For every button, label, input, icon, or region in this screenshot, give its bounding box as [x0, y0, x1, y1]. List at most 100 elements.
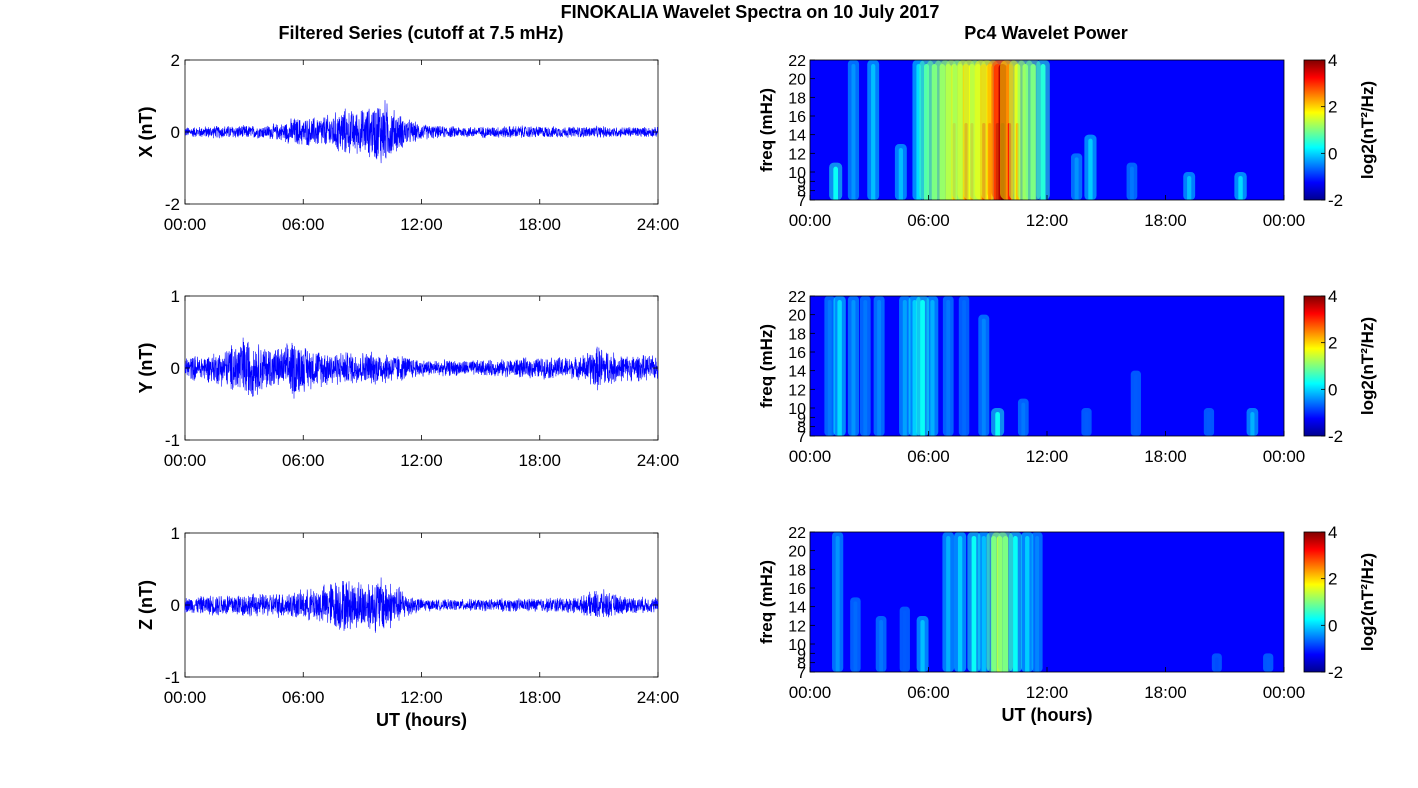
power-streak — [835, 536, 840, 672]
colorbar-tick-label: -2 — [1328, 663, 1343, 682]
colorbar: -2 0 2 4 log2(nT²/Hz) — [1303, 523, 1377, 682]
y-tick-label: 9 — [797, 174, 806, 191]
x-tick-label: 06:00 — [282, 688, 325, 707]
power-streak — [1030, 64, 1036, 200]
power-streak — [962, 300, 966, 436]
power-streak — [827, 300, 832, 436]
x-tick-label: 00:00 — [789, 683, 832, 702]
colorbar-label: log2(nT²/Hz) — [1358, 553, 1377, 651]
power-streak — [1250, 412, 1255, 436]
y-axis-label: freq (mHz) — [757, 88, 776, 172]
colorbar-tick-label: -2 — [1328, 427, 1343, 446]
y-axis-label: X (nT) — [136, 107, 156, 158]
power-streak — [1130, 166, 1134, 200]
x-tick-label: 12:00 — [1026, 683, 1069, 702]
x-tick-label: 12:00 — [400, 451, 443, 470]
series-panel-x: -2 0 2 00:00 06:00 12:00 18:00 24:00 X (nT) — [136, 51, 679, 234]
power-streak — [863, 300, 868, 436]
figure-title: FINOKALIA Wavelet Spectra on 10 July 201… — [561, 2, 940, 22]
y-tick-label: 16 — [788, 109, 806, 126]
x-tick-label: 12:00 — [400, 215, 443, 234]
series-panel-z: -1 0 1 00:00 06:00 12:00 18:00 24:00 Z (nT) UT (h… — [136, 524, 679, 730]
x-tick-label: 18:00 — [518, 451, 561, 470]
x-tick-label: 00:00 — [1263, 211, 1306, 230]
series-trace-x — [184, 100, 659, 164]
power-streak — [1035, 536, 1040, 672]
x-tick-label: 06:00 — [907, 211, 950, 230]
y-tick-label: 7 — [797, 429, 806, 446]
heatmap-streaks — [832, 532, 1274, 672]
power-streak — [851, 64, 856, 200]
heatmap-background — [810, 532, 1284, 672]
power-streak — [920, 300, 925, 436]
power-streak — [902, 610, 907, 672]
y-tick-label: 22 — [788, 525, 806, 542]
x-axis-label: UT (hours) — [1002, 705, 1093, 725]
power-streak — [837, 300, 842, 436]
y-tick-label: -1 — [165, 668, 180, 687]
x-tick-label: 18:00 — [1144, 211, 1187, 230]
power-streak — [1266, 657, 1271, 672]
x-tick-label: 18:00 — [518, 215, 561, 234]
y-tick-label: 12 — [788, 618, 806, 635]
y-tick-label: 16 — [788, 581, 806, 598]
y-tick-label: 7 — [797, 193, 806, 210]
left-column-title: Filtered Series (cutoff at 7.5 mHz) — [278, 23, 563, 43]
y-tick-label: 14 — [788, 364, 806, 381]
x-tick-label: 18:00 — [1144, 447, 1187, 466]
x-tick-label: 12:00 — [1026, 211, 1069, 230]
x-tick-label: 24:00 — [637, 215, 680, 234]
heatmap-streaks — [829, 60, 1247, 200]
power-streak — [1207, 412, 1211, 436]
power-streak — [1187, 176, 1192, 200]
x-tick-label: 06:00 — [282, 451, 325, 470]
y-axis-label: freq (mHz) — [757, 560, 776, 644]
power-streak — [853, 601, 858, 672]
heatmap-streaks — [824, 296, 1259, 436]
x-tick-label: 06:00 — [282, 215, 325, 234]
colorbar-gradient — [1303, 59, 1326, 201]
colorbar-tick-label: 4 — [1328, 51, 1337, 70]
y-axis-label: freq (mHz) — [757, 324, 776, 408]
power-streak — [957, 536, 963, 672]
x-tick-label: 12:00 — [1026, 447, 1069, 466]
colorbar-tick-label: 0 — [1328, 144, 1337, 163]
y-tick-label: 0 — [171, 123, 180, 142]
y-tick-label: 0 — [171, 596, 180, 615]
power-streak — [981, 318, 986, 436]
series-trace-y — [184, 337, 659, 399]
y-tick-label: 10 — [788, 637, 806, 654]
y-tick-label: 10 — [788, 401, 806, 418]
x-tick-label: 06:00 — [907, 447, 950, 466]
power-streak — [1215, 657, 1219, 672]
series-panel-y: -1 0 1 00:00 06:00 12:00 18:00 24:00 Y (nT) — [136, 287, 679, 470]
power-streak — [877, 300, 882, 436]
y-tick-label: 9 — [797, 410, 806, 427]
y-tick-label: 18 — [788, 326, 806, 343]
colorbar-tick-label: 0 — [1328, 616, 1337, 635]
y-tick-label: 8 — [797, 420, 806, 437]
power-streak — [1074, 157, 1079, 200]
power-streak — [902, 300, 907, 436]
power-streak — [995, 412, 1000, 436]
colorbar: -2 0 2 4 log2(nT²/Hz) — [1303, 51, 1377, 210]
x-tick-label: 00:00 — [789, 211, 832, 230]
y-tick-label: 7 — [797, 665, 806, 682]
y-tick-label: 18 — [788, 562, 806, 579]
y-tick-label: 1 — [171, 524, 180, 543]
y-tick-label: -2 — [165, 195, 180, 214]
y-tick-label: 14 — [788, 128, 806, 145]
y-tick-label: 22 — [788, 53, 806, 70]
colorbar: -2 0 2 4 log2(nT²/Hz) — [1303, 287, 1377, 446]
y-tick-label: 20 — [788, 72, 806, 89]
power-streak — [871, 64, 876, 200]
x-tick-label: 18:00 — [1144, 683, 1187, 702]
y-axis-label: Y (nT) — [136, 343, 156, 394]
y-tick-label: 22 — [788, 289, 806, 306]
colorbar-tick-label: 2 — [1328, 334, 1337, 353]
colorbar-tick-label: 0 — [1328, 380, 1337, 399]
colorbar-tick-label: 2 — [1328, 98, 1337, 117]
x-tick-label: 00:00 — [1263, 447, 1306, 466]
power-streak — [833, 166, 839, 200]
